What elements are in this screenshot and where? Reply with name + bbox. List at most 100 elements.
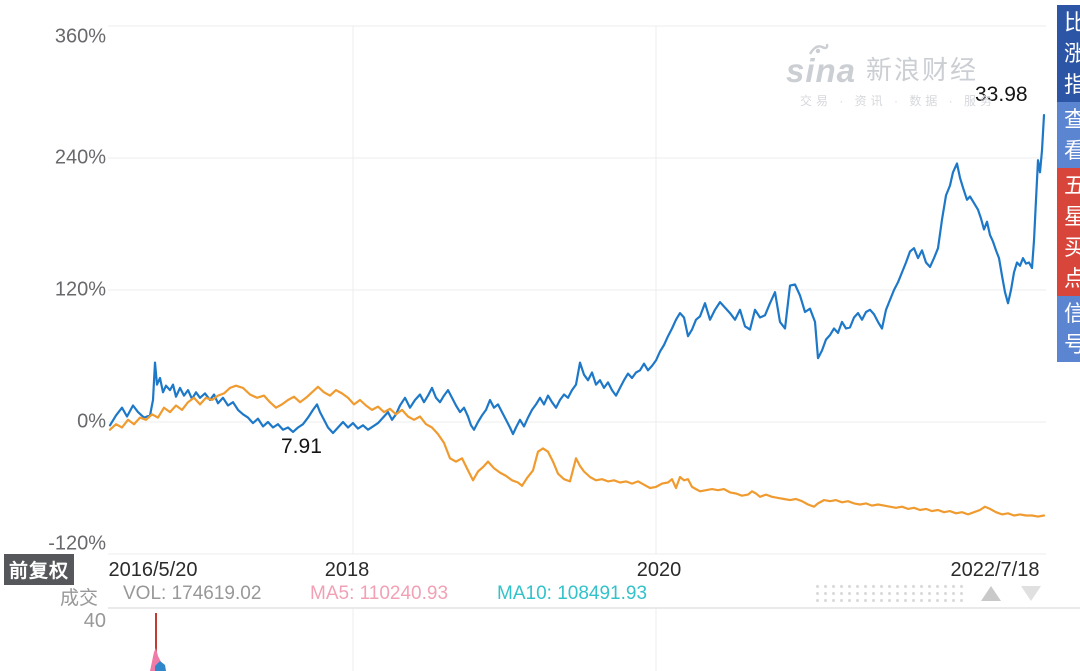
drag-dot	[824, 599, 827, 602]
drag-dot	[944, 585, 947, 588]
scroll-up-button[interactable]	[981, 586, 1001, 601]
drag-dot	[896, 585, 899, 588]
side-banner-char: 星	[1064, 204, 1080, 229]
max-price-annotation: 33.98	[975, 83, 1028, 106]
drag-dot	[904, 585, 907, 588]
drag-dot	[936, 585, 939, 588]
side-banner-section[interactable]: 查看	[1057, 102, 1080, 168]
side-banner-char: 比	[1064, 10, 1080, 35]
drag-dot	[888, 592, 891, 595]
drag-dot	[864, 592, 867, 595]
drag-dot	[960, 585, 963, 588]
drag-dot	[832, 599, 835, 602]
drag-dot	[848, 592, 851, 595]
drag-dot	[904, 599, 907, 602]
drag-dot	[952, 585, 955, 588]
x-axis-tick-label: 2022/7/18	[950, 559, 1040, 581]
drag-dot	[896, 592, 899, 595]
drag-dot	[856, 585, 859, 588]
drag-dot	[896, 599, 899, 602]
drag-dot	[920, 599, 923, 602]
ma10-indicator-value: MA10: 108491.93	[497, 583, 648, 604]
scroll-down-button[interactable]	[1021, 586, 1041, 601]
volume-axis-label: 40	[83, 610, 106, 632]
drag-dot	[920, 585, 923, 588]
drag-dot	[952, 599, 955, 602]
side-banner-char: 点	[1064, 266, 1080, 291]
side-banner-char: 查	[1064, 107, 1080, 132]
sina-eye-icon	[808, 43, 829, 55]
side-ad-banner[interactable]: 比涨指查看五星买点信号	[1057, 5, 1080, 362]
drag-dot	[832, 585, 835, 588]
side-banner-char: 涨	[1064, 41, 1080, 66]
watermark-tagline: 交易 · 资讯 · 数据 · 服务	[800, 94, 996, 108]
side-banner-char: 看	[1064, 138, 1080, 163]
drag-dot	[960, 599, 963, 602]
drag-dot	[880, 592, 883, 595]
drag-dot	[912, 592, 915, 595]
y-axis-tick-label: 240%	[54, 146, 106, 169]
side-banner-section[interactable]: 信号	[1057, 296, 1080, 362]
drag-dot	[816, 599, 819, 602]
drag-dot	[944, 599, 947, 602]
drag-dot	[832, 592, 835, 595]
drag-dot	[872, 585, 875, 588]
drag-dot	[872, 592, 875, 595]
x-axis-tick-label: 2018	[324, 559, 370, 581]
side-banner-char: 号	[1064, 332, 1080, 357]
drag-dot	[912, 585, 915, 588]
volume-pane-label: 成交	[60, 588, 99, 609]
drag-handle-dots[interactable]	[816, 585, 968, 606]
drag-dot	[848, 585, 851, 588]
drag-dot	[952, 592, 955, 595]
side-banner-char: 五	[1064, 173, 1080, 198]
drag-dot	[872, 599, 875, 602]
ma5-indicator-value: MA5: 110240.93	[310, 583, 449, 604]
y-axis-tick-label: 0%	[77, 410, 106, 433]
sina-watermark: sina 新浪财经 交易 · 资讯 · 数据 · 服务	[786, 43, 996, 109]
drag-dot	[920, 592, 923, 595]
drag-dot	[824, 592, 827, 595]
vol-indicator-value: VOL: 174619.02	[123, 583, 262, 604]
drag-dot	[824, 585, 827, 588]
x-axis-tick-label: 2016/5/20	[108, 559, 198, 581]
side-banner-section[interactable]: 比涨指	[1057, 5, 1080, 102]
adjust-mode-badge[interactable]: 前复权	[4, 554, 75, 585]
x-axis-tick-label: 2020	[636, 559, 682, 581]
drag-dot	[936, 592, 939, 595]
sina-logo: sina	[786, 52, 857, 89]
drag-dot	[840, 585, 843, 588]
drag-dot	[816, 592, 819, 595]
side-banner-char: 信	[1064, 301, 1080, 326]
drag-dot	[856, 592, 859, 595]
drag-dot	[840, 592, 843, 595]
drag-dot	[848, 599, 851, 602]
side-banner-section[interactable]: 五星买点	[1057, 168, 1080, 296]
drag-dot	[928, 599, 931, 602]
drag-dot	[880, 585, 883, 588]
drag-dot	[880, 599, 883, 602]
drag-dot	[960, 592, 963, 595]
drag-dot	[928, 592, 931, 595]
drag-dot	[816, 585, 819, 588]
drag-dot	[856, 599, 859, 602]
drag-dot	[936, 599, 939, 602]
drag-dot	[912, 599, 915, 602]
side-banner-char: 指	[1064, 72, 1080, 97]
drag-dot	[928, 585, 931, 588]
side-banner-char: 买	[1064, 235, 1080, 260]
drag-dot	[944, 592, 947, 595]
drag-dot	[864, 599, 867, 602]
drag-dot	[904, 592, 907, 595]
drag-dot	[888, 599, 891, 602]
drag-dot	[888, 585, 891, 588]
min-price-annotation: 7.91	[281, 435, 322, 458]
y-axis-tick-label: -120%	[48, 532, 106, 555]
drag-dot	[864, 585, 867, 588]
drag-dot	[840, 599, 843, 602]
watermark-brand: 新浪财经	[866, 55, 979, 85]
y-axis-tick-label: 360%	[54, 25, 106, 48]
y-axis-tick-label: 120%	[54, 278, 106, 301]
